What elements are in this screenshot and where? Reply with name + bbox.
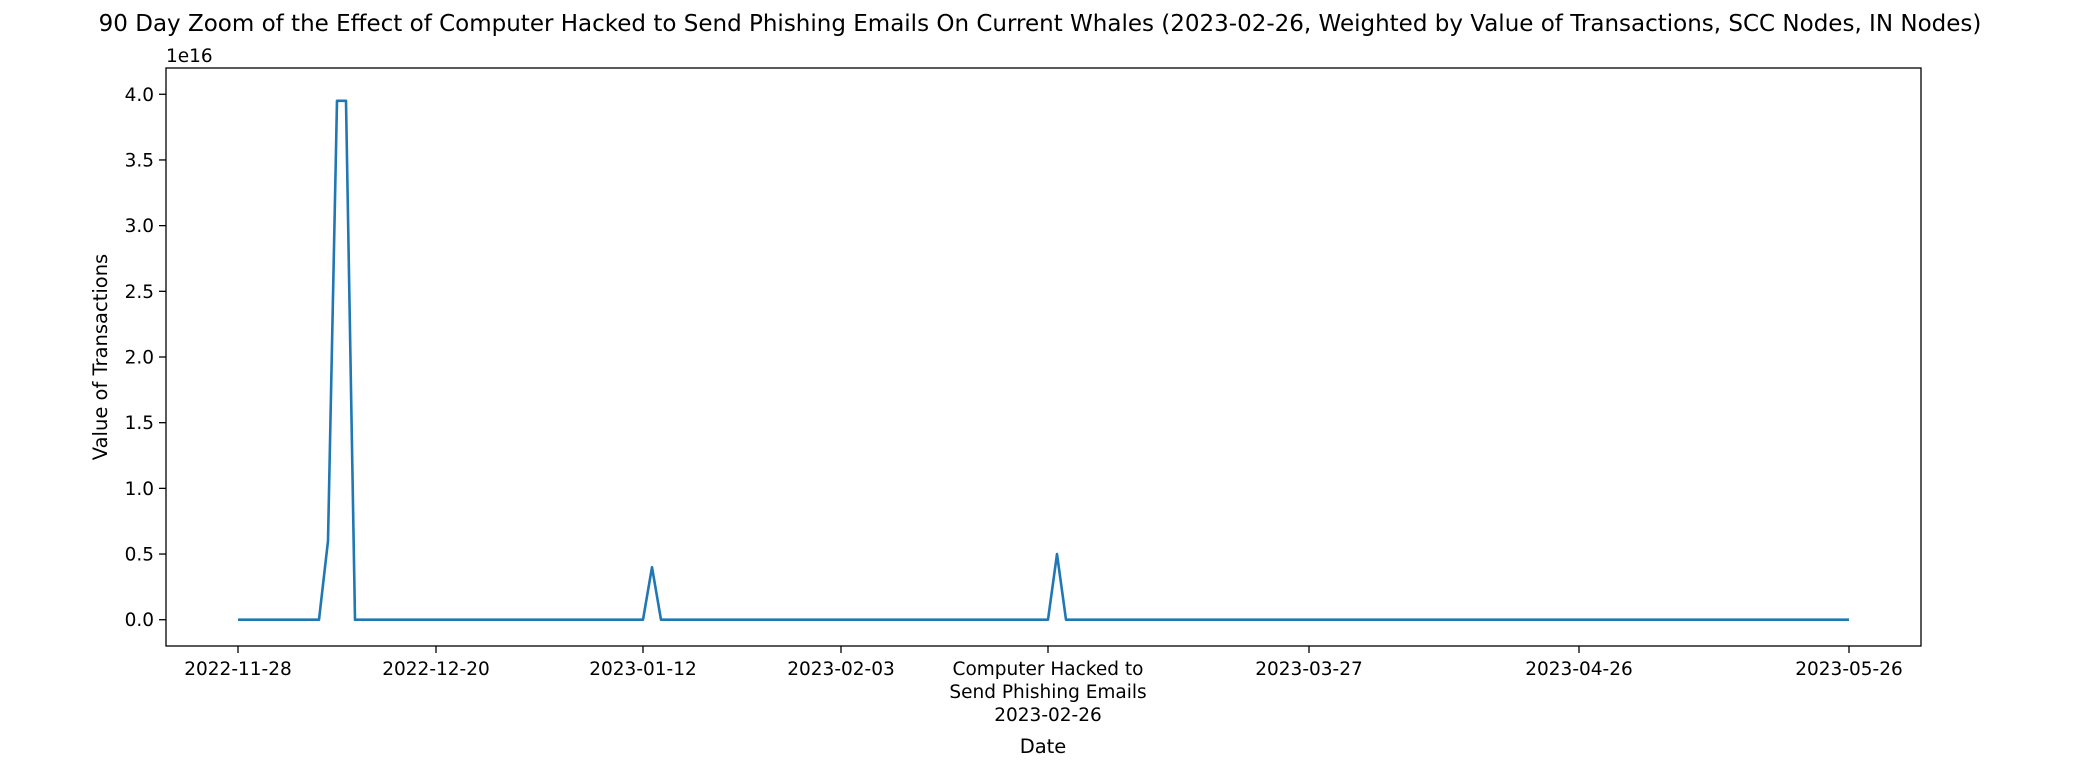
y-tick-label: 1.0 <box>125 479 154 500</box>
x-tick-label-line: 2023-03-27 <box>1255 659 1363 680</box>
x-tick-label: 2023-03-27 <box>1255 659 1363 680</box>
y-tick-label: 0.0 <box>125 610 154 631</box>
y-tick-label: 1.5 <box>125 413 154 434</box>
x-tick-label-line: 2022-12-20 <box>382 659 490 680</box>
x-tick-label: 2023-05-26 <box>1795 659 1903 680</box>
x-tick-label-line: 2023-02-03 <box>787 659 895 680</box>
x-tick-label: 2023-01-12 <box>589 659 697 680</box>
x-tick-label-line: 2022-11-28 <box>184 659 292 680</box>
x-tick-label-line: 2023-02-26 <box>994 705 1102 726</box>
y-axis: 0.0 0.5 1.0 1.5 2.0 2.5 3.0 3.5 4.0 <box>125 85 166 631</box>
y-tick-label: 4.0 <box>125 85 154 106</box>
x-tick-label: Computer Hacked to Send Phishing Emails 20… <box>949 659 1146 726</box>
x-axis: 2022-11-28 2022-12-20 2023-01-12 2023-02-03… <box>184 646 1903 726</box>
x-tick-label-line: 2023-04-26 <box>1525 659 1633 680</box>
x-tick-label: 2022-11-28 <box>184 659 292 680</box>
x-tick-label-line: Send Phishing Emails <box>949 682 1146 703</box>
plot-area-frame <box>165 67 1922 647</box>
y-tick-label: 2.0 <box>125 348 154 369</box>
chart-title: 90 Day Zoom of the Effect of Computer Ha… <box>99 11 1982 37</box>
y-axis-label: Value of Transactions <box>89 254 112 460</box>
y-offset-label: 1e16 <box>166 46 213 67</box>
x-tick-label: 2023-04-26 <box>1525 659 1633 680</box>
y-tick-label: 3.5 <box>125 150 154 171</box>
y-tick-label: 0.5 <box>125 545 154 566</box>
x-tick-label-line: 2023-05-26 <box>1795 659 1903 680</box>
x-axis-label: Date <box>1020 735 1067 758</box>
series-line <box>238 99 1849 622</box>
x-tick-label-line: Computer Hacked to <box>953 659 1144 680</box>
x-tick-label: 2022-12-20 <box>382 659 490 680</box>
x-tick-label-line: 2023-01-12 <box>589 659 697 680</box>
x-tick-label: 2023-02-03 <box>787 659 895 680</box>
y-tick-label: 3.0 <box>125 216 154 237</box>
y-tick-label: 2.5 <box>125 282 154 303</box>
